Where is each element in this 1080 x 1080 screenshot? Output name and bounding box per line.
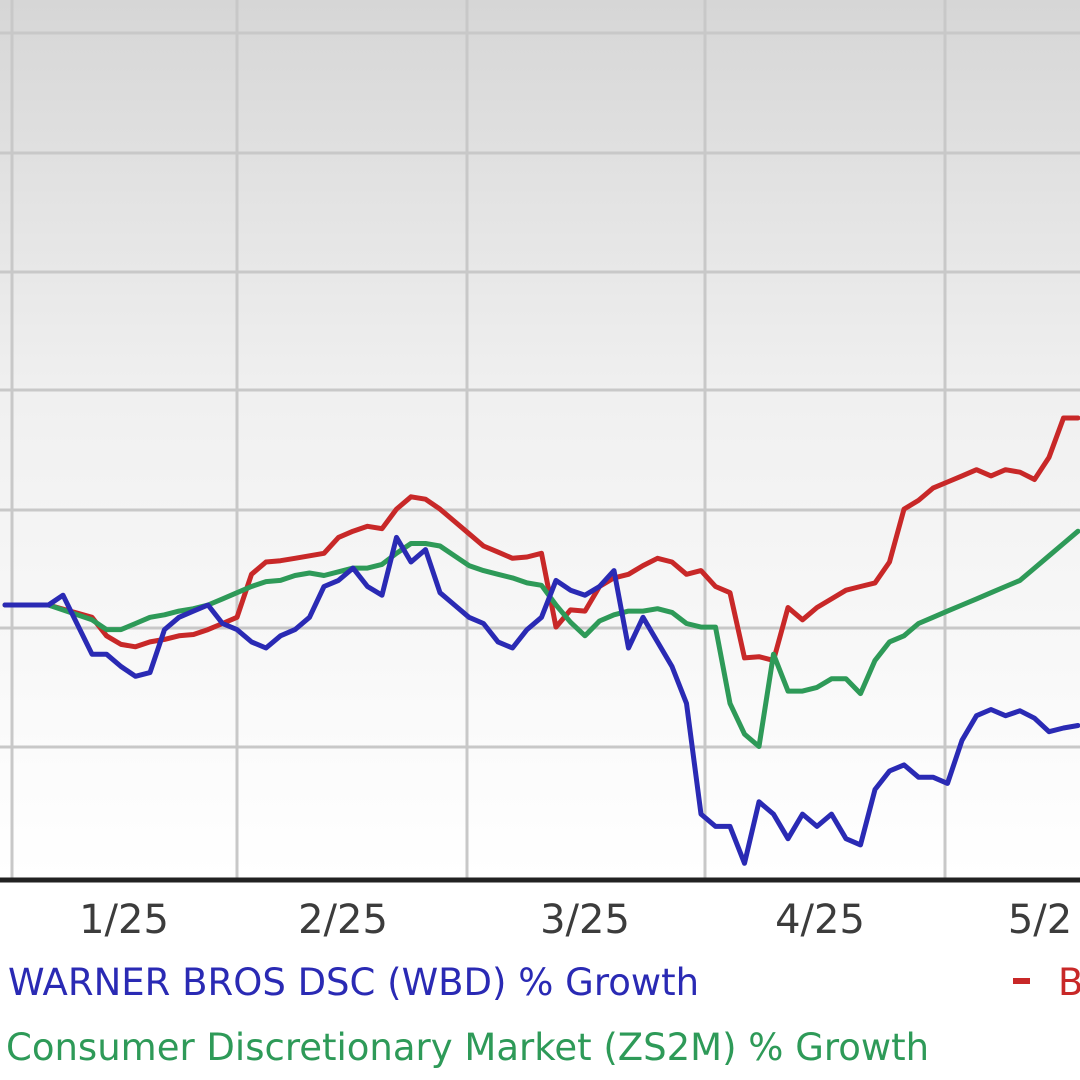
series-line-zs2m	[2, 528, 1080, 749]
x-tick-label: 3/25	[540, 897, 630, 943]
legend-entry-third: B	[1058, 961, 1080, 1004]
legend-entry-zs2m: Consumer Discretionary Market (ZS2M) % G…	[6, 1026, 929, 1069]
x-tick-label: 4/25	[775, 897, 865, 943]
plot-background	[0, 0, 1080, 878]
series-line-third	[2, 415, 1080, 663]
x-tick-labels: 1/25 2/25 3/25 4/25 5/2	[79, 897, 1072, 943]
x-tick-label: 5/2	[1008, 897, 1072, 943]
series-lines	[2, 415, 1080, 866]
series-line-wbd	[2, 534, 1080, 866]
x-tick-label: 2/25	[298, 897, 388, 943]
legend: WARNER BROS DSC (WBD) % Growth Consumer D…	[6, 961, 1080, 1069]
x-tick-label: 1/25	[79, 897, 169, 943]
grid-lines	[0, 0, 1080, 878]
legend-entry-wbd: WARNER BROS DSC (WBD) % Growth	[8, 961, 699, 1004]
